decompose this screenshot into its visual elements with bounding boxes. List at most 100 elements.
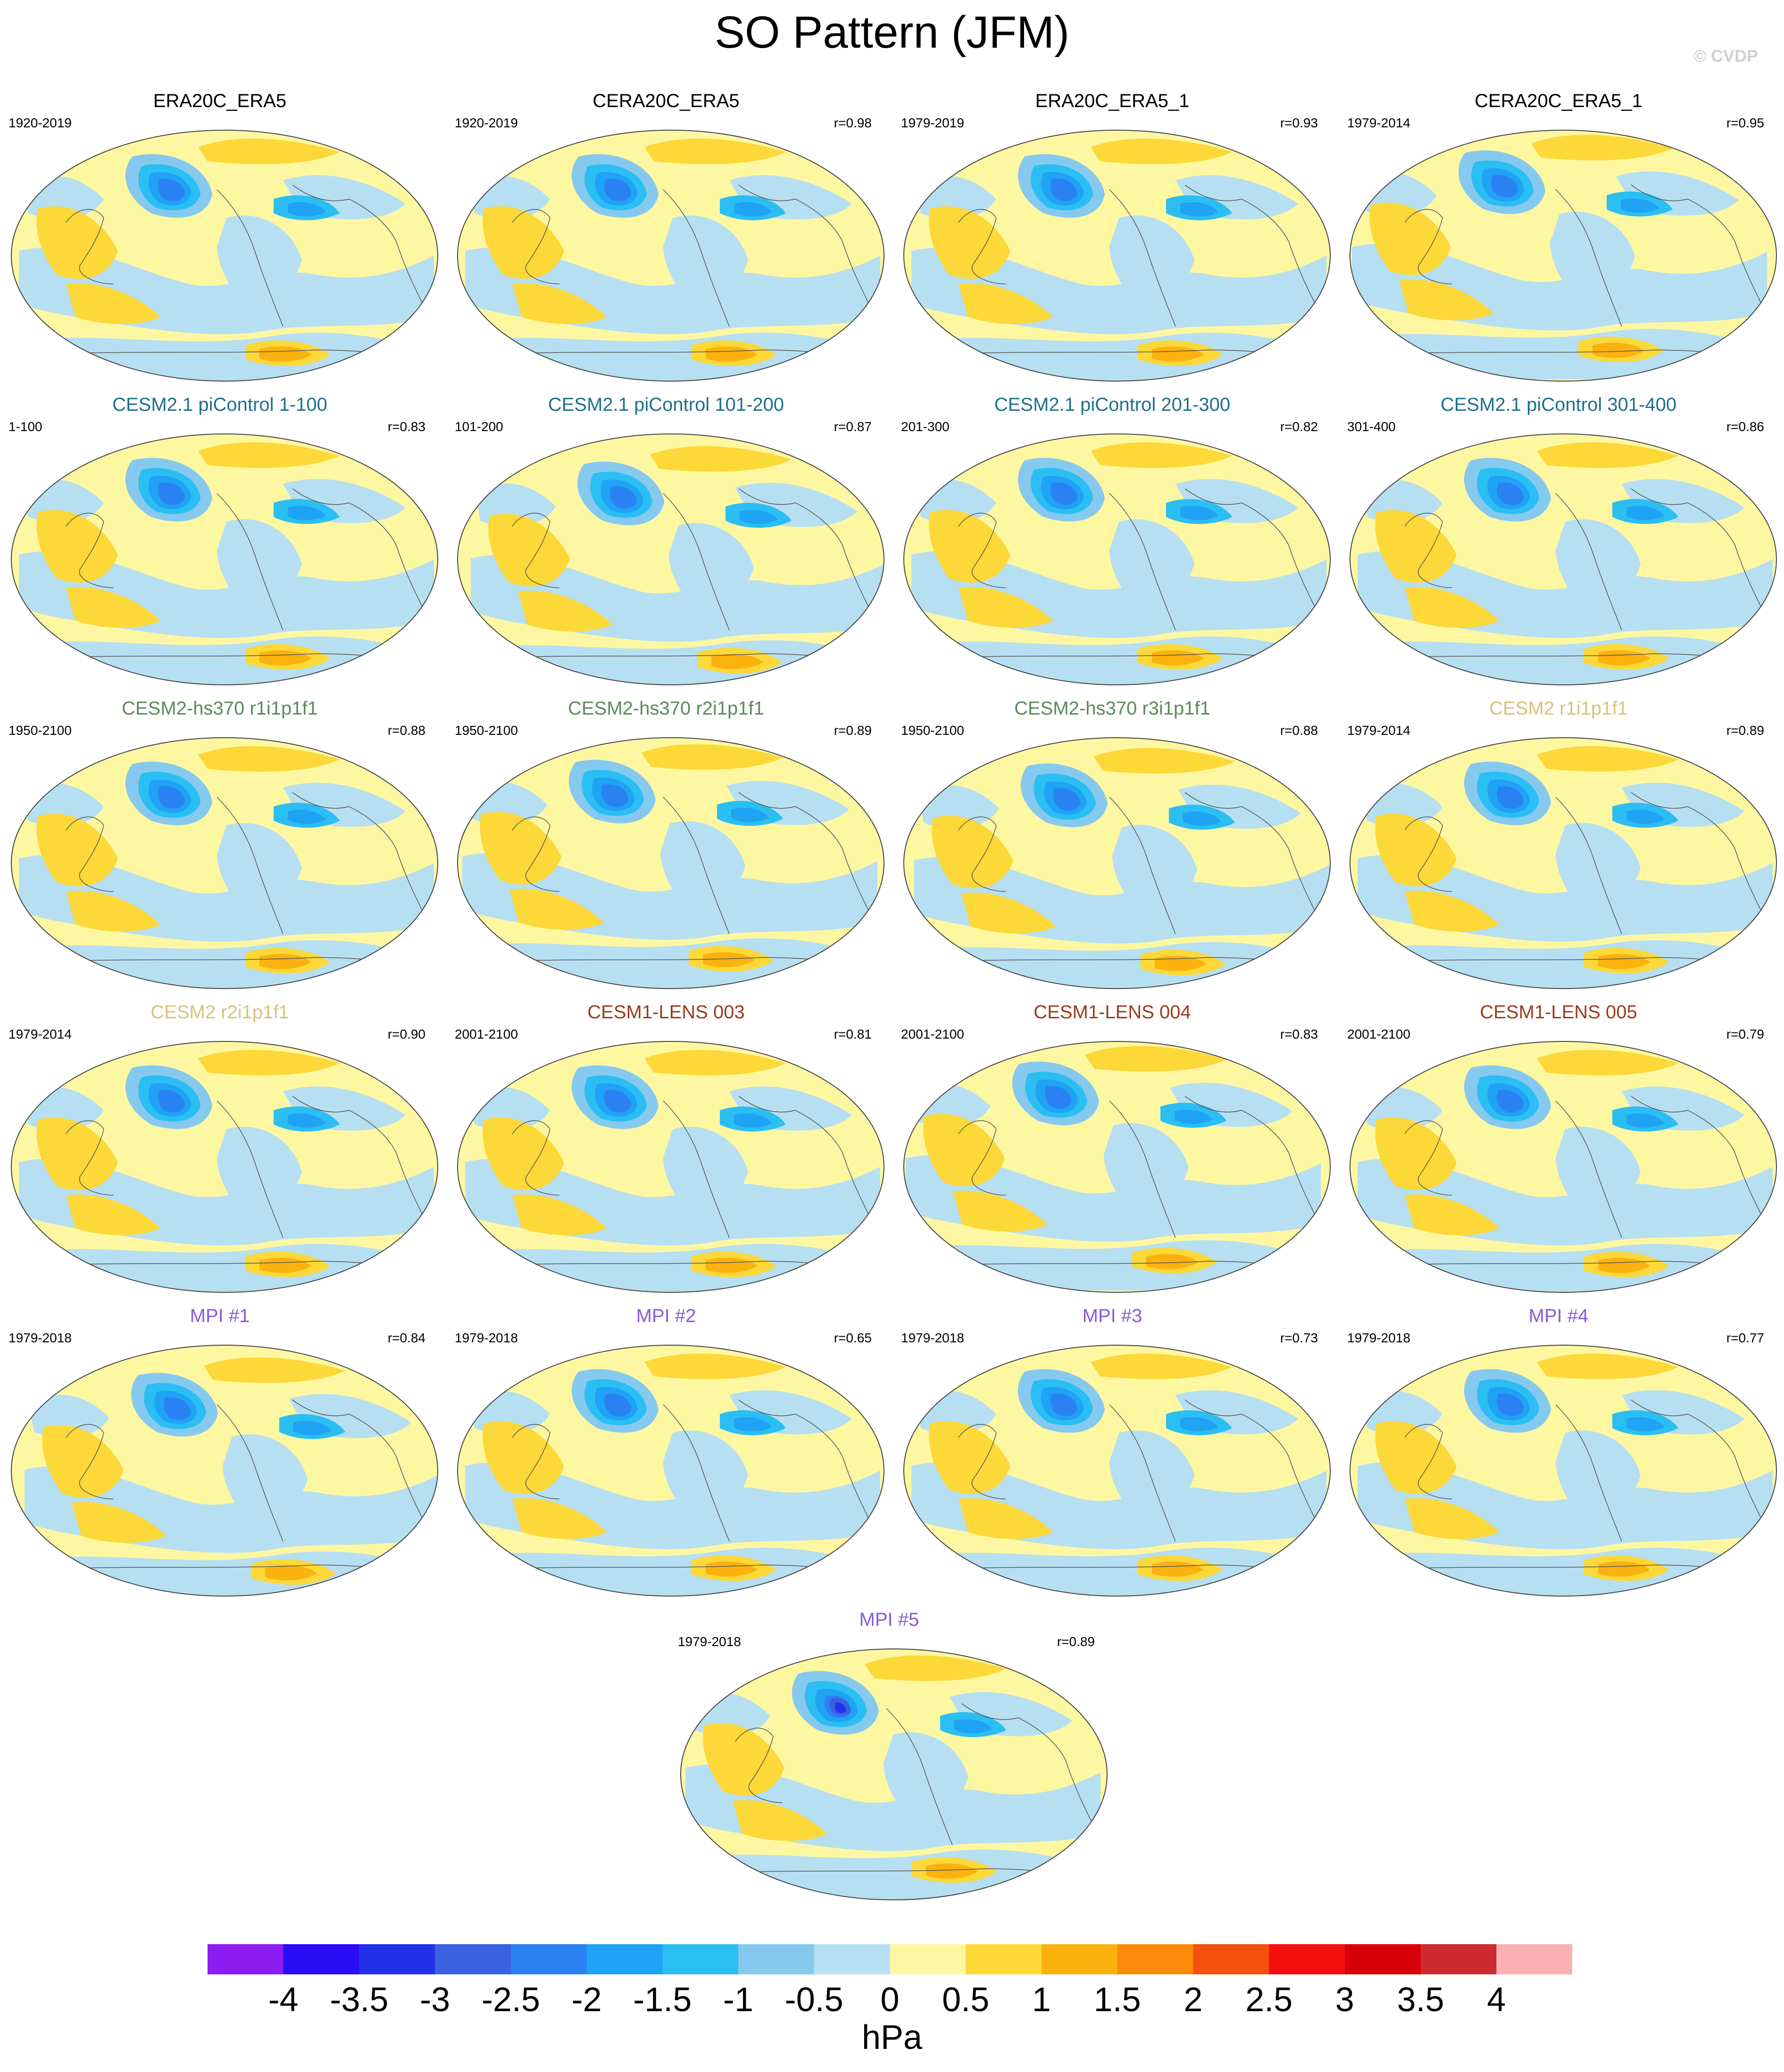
panel-title: CESM1-LENS 005: [1480, 1002, 1637, 1023]
panel-title: CESM2-hs370 r2i1p1f1: [568, 698, 764, 719]
pattern-map: [457, 130, 884, 382]
colorbar-tick-label: -1.5: [633, 1981, 692, 2019]
panel-title: CESM2 r2i1p1f1: [150, 1002, 289, 1023]
pattern-map: [903, 1041, 1331, 1293]
colorbar-segment: [359, 1944, 435, 1974]
pattern-map: [1350, 1041, 1777, 1293]
panel-period: 101-200: [455, 419, 503, 434]
panel-title: CESM2.1 piControl 201-300: [994, 394, 1231, 415]
map-panel: MPI #5 1979-2018 r=0.89: [669, 1608, 1109, 1903]
colorbar-tick-label: 1.5: [1093, 1981, 1141, 2019]
panel-correlation: r=0.65: [834, 1331, 872, 1345]
pattern-map: [11, 1041, 438, 1293]
panel-period: 1950-2100: [901, 723, 964, 738]
panel-correlation: r=0.83: [1280, 1027, 1318, 1041]
map-panel: CERA20C_ERA5_1 1979-2014 r=0.95: [1339, 90, 1778, 384]
colorbar-segment: [1496, 1944, 1572, 1974]
panel-correlation: r=0.89: [1726, 723, 1764, 738]
credit-label: © CVDP: [1693, 46, 1758, 66]
pattern-map: [903, 130, 1331, 382]
colorbar-segment: [966, 1944, 1042, 1974]
pattern-map: [903, 737, 1331, 989]
map-panel: MPI #2 1979-2018 r=0.65: [446, 1305, 886, 1599]
pattern-map: [11, 130, 438, 382]
panel-title: CERA20C_ERA5_1: [1475, 91, 1642, 111]
panel-title: ERA20C_ERA5: [153, 91, 287, 111]
panel-correlation: r=0.82: [1280, 419, 1318, 434]
colorbar-tick-label: -4: [268, 1981, 299, 2019]
panel-period: 301-400: [1347, 419, 1396, 434]
colorbar-tick-label: 1: [1032, 1981, 1051, 2019]
colorbar-tick-label: 0: [880, 1981, 900, 2019]
colorbar-tick-label: 3.5: [1397, 1981, 1444, 2019]
panel-period: 1950-2100: [455, 723, 518, 738]
colorbar-segment: [1269, 1944, 1345, 1974]
panel-title: MPI #5: [859, 1609, 919, 1630]
panel-period: 1979-2018: [678, 1634, 741, 1649]
pattern-map: [903, 1345, 1331, 1597]
panel-title: MPI #4: [1528, 1306, 1589, 1326]
map-panel: CESM2.1 piControl 101-200 101-200 r=0.87: [446, 393, 886, 688]
panel-correlation: r=0.90: [387, 1027, 425, 1041]
map-panel: CESM2 r1i1p1f1 1979-2014 r=0.89: [1339, 697, 1778, 992]
panel-title: CERA20C_ERA5: [592, 91, 740, 111]
colorbar-tick-label: -3.5: [330, 1981, 389, 2019]
pattern-map: [457, 1345, 884, 1597]
colorbar: [208, 1944, 1572, 1974]
panel-title: CESM2.1 piControl 301-400: [1440, 394, 1677, 415]
panel-correlation: r=0.98: [834, 116, 872, 130]
colorbar-tick-label: 4: [1487, 1981, 1506, 2019]
pattern-map: [457, 433, 884, 685]
panel-correlation: r=0.87: [834, 419, 872, 434]
panel-period: 1979-2014: [8, 1027, 72, 1041]
chart-title: SO Pattern (JFM): [714, 7, 1070, 58]
map-panel: MPI #3 1979-2018 r=0.73: [892, 1305, 1332, 1599]
colorbar-units: hPa: [861, 2019, 923, 2056]
pattern-map: [11, 737, 438, 989]
pattern-map: [11, 433, 438, 685]
panel-period: 1979-2018: [1347, 1331, 1410, 1345]
pattern-map: [457, 1041, 884, 1293]
colorbar-tick-label: -2: [571, 1981, 602, 2019]
panel-title: CESM2-hs370 r1i1p1f1: [122, 698, 318, 719]
panel-period: 1979-2014: [1347, 116, 1410, 130]
panel-title: CESM2 r1i1p1f1: [1489, 698, 1628, 719]
panel-correlation: r=0.89: [834, 723, 872, 738]
colorbar-tick-label: 0.5: [942, 1981, 990, 2019]
panel-title: MPI #2: [636, 1306, 696, 1326]
colorbar-segment: [208, 1944, 284, 1974]
pattern-map: [1350, 737, 1777, 989]
panel-period: 2001-2100: [455, 1027, 518, 1041]
map-panel: CESM2.1 piControl 1-100 1-100 r=0.83: [0, 393, 440, 688]
pattern-map: [1350, 130, 1777, 382]
colorbar-segment: [662, 1944, 739, 1974]
map-panel: MPI #4 1979-2018 r=0.77: [1339, 1305, 1778, 1599]
panel-correlation: r=0.84: [387, 1331, 425, 1345]
pattern-map: [903, 433, 1331, 685]
panel-correlation: r=0.88: [387, 723, 425, 738]
map-panel: ERA20C_ERA5_1 1979-2019 r=0.93: [892, 90, 1332, 384]
panel-correlation: r=0.81: [834, 1027, 872, 1041]
map-panel: CESM1-LENS 004 2001-2100 r=0.83: [892, 1001, 1332, 1296]
panel-title: CESM1-LENS 003: [587, 1002, 745, 1023]
pattern-map: [1350, 1345, 1777, 1597]
panel-period: 1979-2019: [901, 116, 964, 130]
colorbar-segment: [1041, 1944, 1118, 1974]
colorbar-segment: [435, 1944, 511, 1974]
panel-period: 2001-2100: [1347, 1027, 1410, 1041]
colorbar-tick-label: -2.5: [481, 1981, 540, 2019]
map-panel: CESM2.1 piControl 301-400 301-400 r=0.86: [1339, 393, 1778, 688]
panel-correlation: r=0.79: [1726, 1027, 1764, 1041]
map-panel: CESM2-hs370 r2i1p1f1 1950-2100 r=0.89: [446, 697, 886, 992]
panel-period: 1979-2014: [1347, 723, 1410, 738]
panel-period: 2001-2100: [901, 1027, 964, 1041]
panel-correlation: r=0.77: [1726, 1331, 1764, 1345]
colorbar-tick-label: 2.5: [1245, 1981, 1293, 2019]
panel-period: 201-300: [901, 419, 950, 434]
colorbar-segment: [510, 1944, 587, 1974]
panel-period: 1920-2019: [8, 116, 72, 130]
panel-title: ERA20C_ERA5_1: [1035, 91, 1190, 111]
colorbar-segment: [586, 1944, 663, 1974]
map-panel: CESM2.1 piControl 201-300 201-300 r=0.82: [892, 393, 1332, 688]
panel-title: MPI #3: [1082, 1306, 1142, 1326]
